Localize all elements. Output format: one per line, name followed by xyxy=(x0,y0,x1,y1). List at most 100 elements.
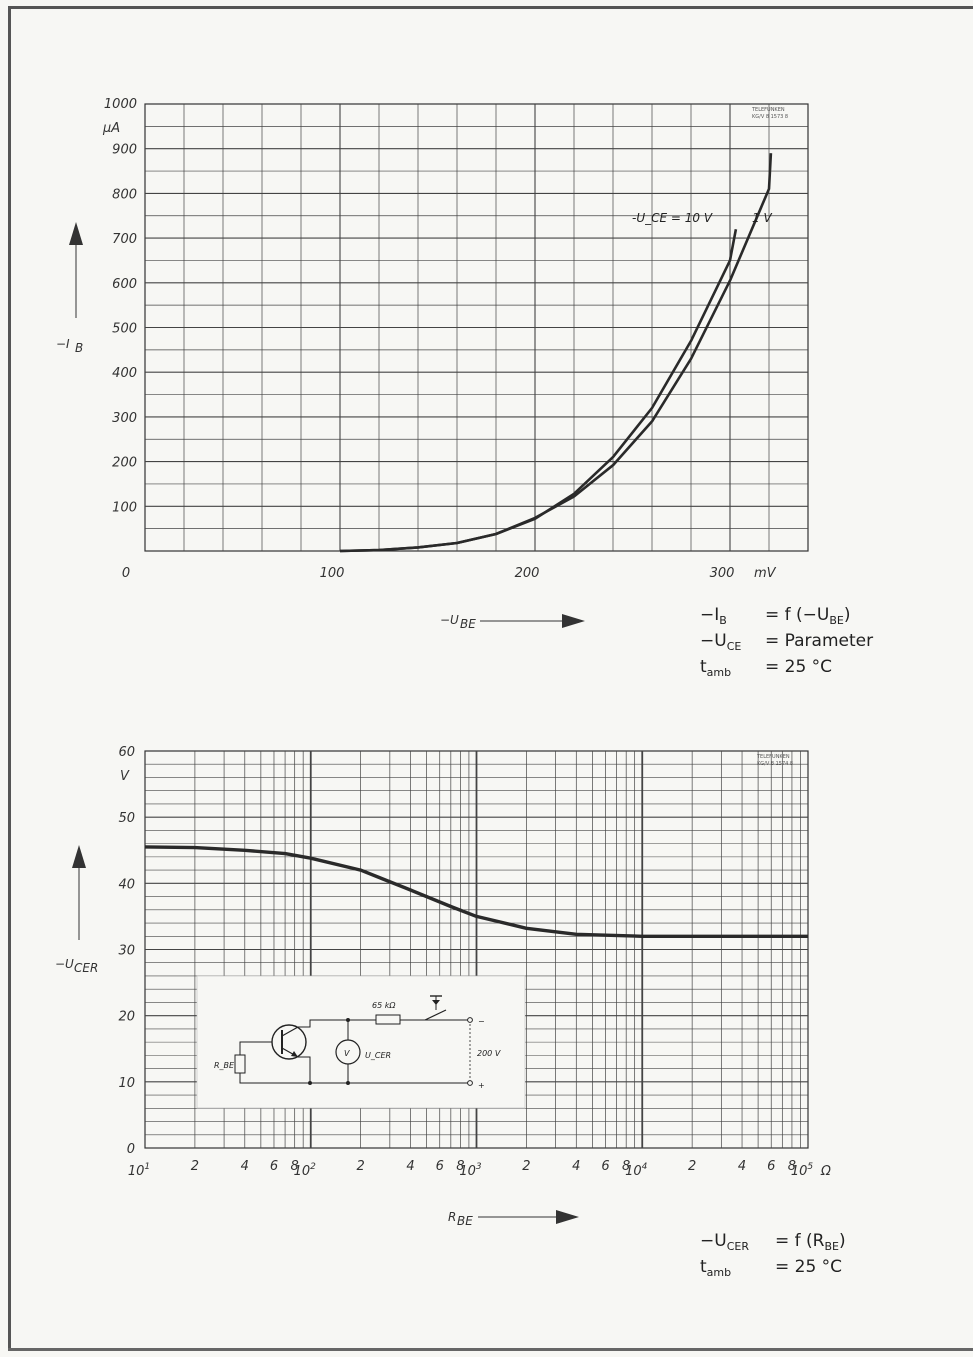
node-top xyxy=(346,1018,350,1022)
transistor-collector-leg xyxy=(281,1026,299,1037)
voltmeter-icon xyxy=(335,1039,361,1065)
chart2-x-minor-label: 8 xyxy=(291,1159,299,1174)
chart2-y-unit: V xyxy=(120,769,130,784)
chart2-y-tick-label: 60 xyxy=(118,745,135,760)
supply-voltage-label: 200 V xyxy=(477,1049,501,1058)
chart2-x-decade-label: 105 xyxy=(791,1162,814,1179)
chart2-x-decade-label: 102 xyxy=(294,1162,317,1179)
chart2-y-tick-label: 20 xyxy=(118,1010,135,1025)
chart2-ylabel-main: −U xyxy=(55,957,74,971)
chart2-x-minor-label: 4 xyxy=(738,1159,746,1174)
chart2-x-decade-label: 104 xyxy=(625,1162,648,1179)
series-label-10v: -U_CE = 10 V xyxy=(632,211,713,225)
chart2-x-minor-label: 6 xyxy=(270,1159,278,1174)
page-frame-bottom xyxy=(8,1348,973,1351)
chart2-x-minor-label: 2 xyxy=(688,1159,696,1174)
rbe-resistor-icon xyxy=(234,1054,246,1074)
chart1-formula: −IB = f (−UBE) −UCE = Parameter tamb = 25 °… xyxy=(700,605,873,679)
page-frame-top xyxy=(8,6,973,9)
chart1-y-tick-label: 400 xyxy=(112,366,137,381)
chart2-x-minor-label: 4 xyxy=(241,1159,249,1174)
chart1-y-tick-label: 300 xyxy=(112,411,137,426)
series-resistor-label: 65 kΩ xyxy=(372,1001,396,1010)
series-resistor-icon xyxy=(375,1014,401,1025)
chart-ib-vs-ube: 100 200 300 400 500 600 700 800 900 1000 0 100 200 30… xyxy=(56,97,873,679)
chart1-tick-labels: 100 200 300 400 500 600 700 800 900 1000 0 100 200 30… xyxy=(104,97,735,581)
chart1-y-tick-label: 100 xyxy=(112,500,137,515)
series-label-1v: 1 V xyxy=(752,211,772,225)
wire-bottom xyxy=(298,1056,470,1084)
chart1-y-tick-label: 600 xyxy=(112,277,137,292)
chart2-y-tick-label: 0 xyxy=(127,1142,135,1157)
chart1-xlabel-sub: BE xyxy=(460,617,476,631)
node-bottom xyxy=(346,1081,350,1085)
chart2-formula: −UCER = f (RBE) tamb = 25 °C xyxy=(700,1231,846,1279)
formula1-line3: tamb = 25 °C xyxy=(700,657,832,679)
formula2-line1: −UCER = f (RBE) xyxy=(700,1231,846,1253)
chart1-curve-labels: -U_CE = 10 V 1 V xyxy=(632,211,772,225)
chart2-x-axis-label: R BE xyxy=(448,1210,579,1228)
chart1-x-tick-label: 300 xyxy=(710,566,735,581)
chart2-x-minor-label: 2 xyxy=(522,1159,530,1174)
chart1-y-tick-label: 700 xyxy=(112,232,137,247)
chart1-ylabel-main: −I xyxy=(56,337,70,351)
plus-label: + xyxy=(478,1081,485,1090)
chart2-x-minor-label: 2 xyxy=(191,1159,199,1174)
formula1-line1: −IB = f (−UBE) xyxy=(700,605,851,627)
chart1-y-tick-label: 500 xyxy=(112,322,137,337)
chart1-series-line-0 xyxy=(339,228,738,553)
formula1-line2: −UCE = Parameter xyxy=(700,631,873,653)
chart1-y-tick-label: 200 xyxy=(112,456,137,471)
chart1-x-arrow-icon xyxy=(562,614,585,628)
chart2-x-minor-label: 6 xyxy=(436,1159,444,1174)
voltmeter-label: V xyxy=(344,1049,350,1058)
terminal-minus xyxy=(467,1017,473,1023)
minus-label: − xyxy=(478,1017,485,1026)
formula2-line2: tamb = 25 °C xyxy=(700,1257,842,1279)
chart1-x-axis-label: −U BE xyxy=(440,613,585,631)
chart1-x-tick-label: 0 xyxy=(122,566,130,581)
chart1-y-tick-label: 800 xyxy=(112,187,137,202)
chart2-series xyxy=(144,845,808,938)
chart2-xlabel-main: R xyxy=(448,1210,456,1224)
chart2-y-axis-label: −U CER xyxy=(55,845,98,975)
chart2-y-arrow-icon xyxy=(72,845,86,868)
terminal-plus xyxy=(467,1080,473,1086)
chart1-stamp: TELEFUNKEN KG/V 8 1573 8 xyxy=(751,107,788,120)
chart1-xlabel-main: −U xyxy=(440,613,459,627)
node-emitter xyxy=(308,1081,312,1085)
chart2-x-minor-label: 4 xyxy=(406,1159,414,1174)
chart1-y-tick-label: 1000 xyxy=(104,97,137,112)
chart2-y-tick-label: 50 xyxy=(118,811,135,826)
switch-icon xyxy=(424,1009,447,1021)
chart2-x-decade-label: 103 xyxy=(459,1162,482,1179)
chart2-y-tick-label: 40 xyxy=(118,877,135,892)
chart2-stamp-line2: KG/V 8 1574 8 xyxy=(757,761,793,767)
chart2-stamp-line1: TELEFUNKEN xyxy=(756,754,790,760)
chart1-ylabel-sub: B xyxy=(75,341,83,355)
rbe-label: R_BE xyxy=(214,1061,235,1070)
switch-arrow-icon xyxy=(432,1000,440,1005)
chart1-y-tick-label: 900 xyxy=(112,143,137,158)
chart1-y-unit: µA xyxy=(102,121,120,136)
chart1-y-arrow-icon xyxy=(69,222,83,245)
chart1-stamp-line1: TELEFUNKEN xyxy=(751,107,785,113)
chart2-x-decade-label: 101 xyxy=(128,1162,150,1179)
chart2-ylabel-sub: CER xyxy=(74,961,98,975)
chart2-y-tick-label: 30 xyxy=(118,944,135,959)
chart2-stamp: TELEFUNKEN KG/V 8 1574 8 xyxy=(756,754,793,767)
circuit-inset: R_BE V U_CER 65 kΩ xyxy=(196,975,526,1109)
chart2-x-minor-label: 2 xyxy=(357,1159,365,1174)
chart2-x-unit: Ω xyxy=(820,1164,831,1179)
chart2-x-minor-label: 8 xyxy=(788,1159,796,1174)
chart2-x-arrow-icon xyxy=(556,1210,579,1224)
chart2-x-minor-label: 6 xyxy=(601,1159,609,1174)
chart1-series-line-1 xyxy=(339,153,773,553)
chart1-grid xyxy=(144,103,809,552)
chart1-stamp-line2: KG/V 8 1573 8 xyxy=(752,114,788,120)
chart2-series-line-0 xyxy=(144,845,808,938)
